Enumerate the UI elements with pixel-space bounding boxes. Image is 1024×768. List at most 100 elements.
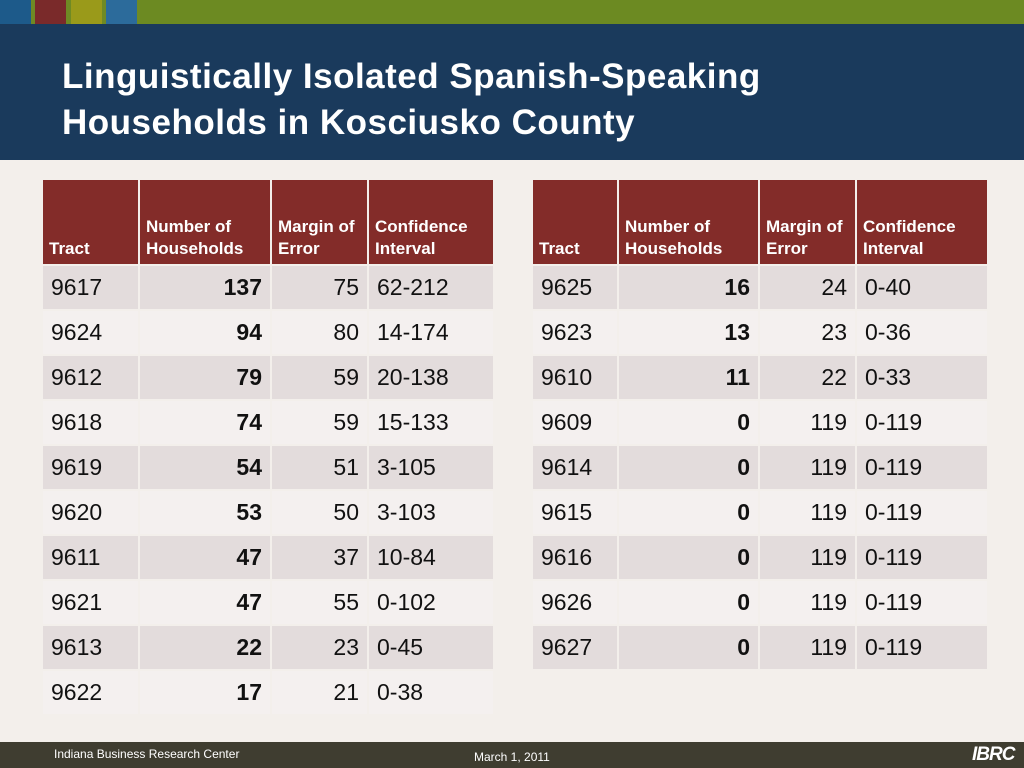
table-row: 9627 0 119 0-119 [533, 626, 987, 669]
header-ci: Confidence Interval [857, 180, 987, 264]
top-accent-bar-green [140, 0, 1024, 24]
title-bar: Linguistically Isolated Spanish-Speaking… [0, 24, 1024, 160]
cell-tract: 9622 [43, 671, 138, 714]
cell-tract: 9625 [533, 266, 617, 309]
cell-moe: 75 [272, 266, 367, 309]
cell-households: 137 [140, 266, 270, 309]
cell-moe: 23 [272, 626, 367, 669]
cell-tract: 9617 [43, 266, 138, 309]
header-moe: Margin of Error [272, 180, 367, 264]
table-row: 9626 0 119 0-119 [533, 581, 987, 624]
cell-ci: 0-119 [857, 446, 987, 489]
cell-tract: 9613 [43, 626, 138, 669]
table-row: 9611 47 37 10-84 [43, 536, 493, 579]
households-table-left: Tract Number of Households Margin of Err… [41, 178, 495, 716]
table-row: 9621 47 55 0-102 [43, 581, 493, 624]
cell-households: 11 [619, 356, 758, 399]
cell-households: 17 [140, 671, 270, 714]
cell-tract: 9626 [533, 581, 617, 624]
cell-tract: 9611 [43, 536, 138, 579]
table-row: 9623 13 23 0-36 [533, 311, 987, 354]
header-tract: Tract [533, 180, 617, 264]
cell-moe: 119 [760, 536, 855, 579]
cell-ci: 20-138 [369, 356, 493, 399]
color-swatch-blue [0, 0, 31, 24]
cell-tract: 9609 [533, 401, 617, 444]
footer-date: March 1, 2011 [474, 750, 550, 764]
households-table-right: Tract Number of Households Margin of Err… [531, 178, 989, 671]
table-row: 9610 11 22 0-33 [533, 356, 987, 399]
cell-ci: 3-105 [369, 446, 493, 489]
table-header-row: Tract Number of Households Margin of Err… [533, 180, 987, 264]
cell-moe: 50 [272, 491, 367, 534]
table-row: 9619 54 51 3-105 [43, 446, 493, 489]
cell-moe: 59 [272, 356, 367, 399]
cell-tract: 9612 [43, 356, 138, 399]
cell-ci: 14-174 [369, 311, 493, 354]
cell-households: 79 [140, 356, 270, 399]
cell-moe: 37 [272, 536, 367, 579]
cell-ci: 0-119 [857, 581, 987, 624]
table-row: 9620 53 50 3-103 [43, 491, 493, 534]
cell-households: 74 [140, 401, 270, 444]
table-row: 9612 79 59 20-138 [43, 356, 493, 399]
cell-moe: 80 [272, 311, 367, 354]
table-row: 9618 74 59 15-133 [43, 401, 493, 444]
cell-households: 0 [619, 536, 758, 579]
table-row: 9616 0 119 0-119 [533, 536, 987, 579]
cell-ci: 0-33 [857, 356, 987, 399]
top-accent-bar [0, 0, 1024, 24]
color-swatch-olive [71, 0, 102, 24]
cell-moe: 23 [760, 311, 855, 354]
header-households: Number of Households [619, 180, 758, 264]
cell-ci: 0-38 [369, 671, 493, 714]
cell-tract: 9618 [43, 401, 138, 444]
table-header-row: Tract Number of Households Margin of Err… [43, 180, 493, 264]
cell-moe: 21 [272, 671, 367, 714]
table-row: 9614 0 119 0-119 [533, 446, 987, 489]
cell-moe: 59 [272, 401, 367, 444]
cell-tract: 9619 [43, 446, 138, 489]
cell-households: 0 [619, 626, 758, 669]
cell-households: 47 [140, 581, 270, 624]
cell-tract: 9615 [533, 491, 617, 534]
cell-ci: 15-133 [369, 401, 493, 444]
cell-ci: 0-119 [857, 536, 987, 579]
cell-ci: 62-212 [369, 266, 493, 309]
color-swatch-lightblue [106, 0, 137, 24]
header-ci: Confidence Interval [369, 180, 493, 264]
cell-moe: 119 [760, 401, 855, 444]
cell-ci: 0-102 [369, 581, 493, 624]
cell-households: 53 [140, 491, 270, 534]
cell-tract: 9624 [43, 311, 138, 354]
cell-ci: 10-84 [369, 536, 493, 579]
cell-households: 0 [619, 581, 758, 624]
table-row: 9625 16 24 0-40 [533, 266, 987, 309]
cell-households: 94 [140, 311, 270, 354]
cell-moe: 22 [760, 356, 855, 399]
cell-tract: 9610 [533, 356, 617, 399]
slide-title-line1: Linguistically Isolated Spanish-Speaking [62, 57, 761, 96]
header-tract: Tract [43, 180, 138, 264]
table-row: 9624 94 80 14-174 [43, 311, 493, 354]
cell-moe: 119 [760, 491, 855, 534]
footer-organization: Indiana Business Research Center [54, 747, 240, 761]
cell-households: 22 [140, 626, 270, 669]
cell-ci: 0-36 [857, 311, 987, 354]
table-row: 9617 137 75 62-212 [43, 266, 493, 309]
cell-ci: 0-119 [857, 401, 987, 444]
cell-households: 0 [619, 446, 758, 489]
cell-households: 13 [619, 311, 758, 354]
table-row: 9609 0 119 0-119 [533, 401, 987, 444]
cell-ci: 0-119 [857, 626, 987, 669]
cell-ci: 0-45 [369, 626, 493, 669]
cell-tract: 9616 [533, 536, 617, 579]
cell-households: 16 [619, 266, 758, 309]
cell-moe: 51 [272, 446, 367, 489]
table-row: 9613 22 23 0-45 [43, 626, 493, 669]
cell-moe: 119 [760, 581, 855, 624]
table-row: 9622 17 21 0-38 [43, 671, 493, 714]
cell-tract: 9623 [533, 311, 617, 354]
cell-ci: 3-103 [369, 491, 493, 534]
ibrc-logo: IBRC [972, 744, 1015, 765]
